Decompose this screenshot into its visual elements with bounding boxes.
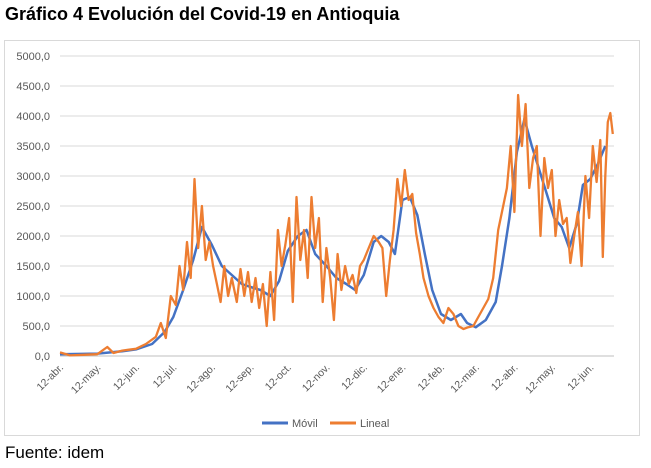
x-tick-label: 12-nov. [300, 362, 333, 395]
y-tick-label: 5000,0 [16, 51, 50, 63]
x-axis: 12-abr. 12-may. 12-jun. 12-jul. 12-ago. 12-se… [35, 355, 614, 397]
y-tick-label: 3500,0 [16, 141, 50, 153]
x-tick-label: 12-oct. [263, 362, 294, 393]
y-tick-label: 0,0 [35, 351, 50, 363]
x-tick-label: 12-may. [523, 362, 558, 397]
series-lines [59, 93, 614, 357]
legend: Móvil Lineal [262, 418, 389, 430]
x-tick-label: 12-abr. [489, 362, 521, 394]
x-tick-label: 12-jun. [111, 362, 142, 393]
series-line-movil [59, 117, 607, 356]
y-tick-label: 500,0 [22, 321, 50, 333]
x-tick-label: 12-ago. [184, 362, 218, 396]
y-tick-label: 1500,0 [16, 261, 50, 273]
x-tick-label: 12-sep. [223, 362, 256, 395]
source-note: Fuente: idem [5, 443, 105, 462]
y-tick-label: 3000,0 [16, 171, 50, 183]
x-tick-label: 12-abr. [35, 362, 67, 394]
x-tick-label: 12-may. [69, 362, 104, 397]
y-tick-label: 2000,0 [16, 231, 50, 243]
x-tick-label: 12-dic. [339, 362, 370, 393]
y-tick-label: 4500,0 [16, 81, 50, 93]
chart-title: Gráfico 4 Evolución del Covid-19 en Anti… [5, 4, 400, 24]
gridlines [60, 55, 614, 357]
x-tick-label: 12-mar. [448, 362, 482, 396]
chart-frame [4, 40, 640, 436]
series-line-lineal [59, 93, 614, 357]
legend-label: Lineal [360, 418, 389, 430]
x-tick-label: 12-ene. [375, 362, 409, 396]
y-tick-label: 1000,0 [16, 291, 50, 303]
y-tick-label: 4000,0 [16, 111, 50, 123]
y-axis: 0,0 500,0 1000,0 1500,0 2000,0 2500,0 3000,0 35… [16, 51, 50, 363]
x-tick-label: 12-jul. [151, 362, 180, 391]
legend-label: Móvil [292, 418, 318, 430]
x-tick-label: 12-jun. [565, 362, 596, 393]
y-tick-label: 2500,0 [16, 201, 50, 213]
x-tick-label: 12-feb. [415, 362, 447, 394]
